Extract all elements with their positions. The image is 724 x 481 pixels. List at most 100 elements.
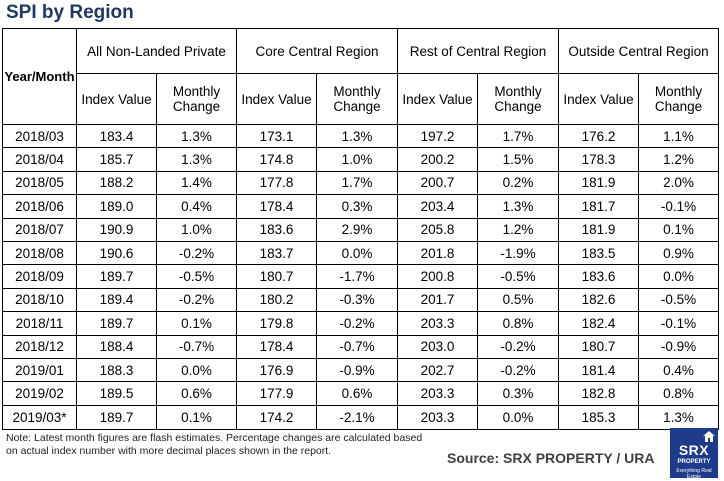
index-value-cell: 181.9 bbox=[558, 170, 640, 196]
monthly-change-cell: -0.5% bbox=[638, 287, 720, 313]
monthly-change-cell: 1.7% bbox=[476, 123, 560, 149]
region-header-outside-central: Outside Central Region bbox=[558, 28, 720, 74]
row-date-cell: 2018/10 bbox=[2, 287, 77, 313]
table-row: 2018/10 189.4 -0.2% 180.2 -0.3% 201.7 0.5% 182.… bbox=[2, 287, 720, 313]
monthly-change-cell: 1.3% bbox=[316, 123, 398, 149]
index-value-cell: 203.3 bbox=[397, 311, 478, 336]
monthly-change-cell: 0.0% bbox=[476, 404, 560, 430]
row-date-cell: 2019/01 bbox=[2, 357, 77, 383]
index-value-cell: 179.8 bbox=[236, 311, 317, 336]
monthly-change-cell: 1.2% bbox=[638, 147, 720, 172]
index-value-cell: 183.7 bbox=[236, 240, 317, 266]
monthly-change-cell: 0.3% bbox=[316, 194, 398, 219]
monthly-change-cell: 1.7% bbox=[316, 170, 398, 196]
index-value-cell: 185.7 bbox=[76, 147, 157, 172]
monthly-change-cell: 1.3% bbox=[156, 123, 237, 149]
table-body: 2018/03 183.4 1.3% 173.1 1.3% 197.2 1.7% 176.2 1… bbox=[2, 123, 720, 430]
source-credit: Source: SRX PROPERTY / URA bbox=[447, 450, 655, 466]
house-icon bbox=[703, 431, 715, 442]
row-date-cell: 2018/06 bbox=[2, 194, 77, 219]
monthly-change-header: Monthly Change bbox=[638, 73, 720, 125]
monthly-change-cell: 1.2% bbox=[476, 217, 560, 242]
index-value-cell: 183.6 bbox=[236, 217, 317, 242]
index-value-cell: 177.9 bbox=[236, 381, 317, 406]
index-value-cell: 185.3 bbox=[558, 404, 640, 430]
index-value-cell: 188.2 bbox=[76, 170, 157, 196]
index-value-cell: 201.7 bbox=[397, 287, 478, 313]
table-row: 2019/02 189.5 0.6% 177.9 0.6% 203.3 0.3% 182.8 0… bbox=[2, 381, 720, 406]
index-value-cell: 190.9 bbox=[76, 217, 157, 242]
region-header-core-central: Core Central Region bbox=[236, 28, 398, 74]
spi-table: Year/Month All Non-Landed Private Core C… bbox=[2, 28, 720, 430]
monthly-change-cell: 1.4% bbox=[156, 170, 237, 196]
index-value-cell: 178.3 bbox=[558, 147, 640, 172]
monthly-change-header: Monthly Change bbox=[316, 73, 398, 125]
index-value-cell: 189.7 bbox=[76, 311, 157, 336]
region-header-rest-of-central: Rest of Central Region bbox=[396, 28, 560, 74]
logo-brand: SRX bbox=[678, 442, 710, 458]
monthly-change-cell: 1.3% bbox=[476, 194, 560, 219]
index-value-cell: 181.7 bbox=[558, 194, 640, 219]
index-value-cell: 176.2 bbox=[558, 123, 640, 149]
monthly-change-cell: 0.3% bbox=[476, 381, 560, 406]
row-date-cell: 2019/02 bbox=[2, 381, 77, 406]
index-value-header: Index Value bbox=[76, 73, 157, 125]
table-row: 2018/04 185.7 1.3% 174.8 1.0% 200.2 1.5% 178.3 1… bbox=[2, 147, 720, 172]
table-row: 2018/11 189.7 0.1% 179.8 -0.2% 203.3 0.8% 182.4… bbox=[2, 311, 720, 336]
index-value-cell: 200.7 bbox=[397, 170, 478, 196]
logo-tagline: Everything Real Estate bbox=[676, 468, 712, 480]
monthly-change-cell: 0.0% bbox=[316, 240, 398, 266]
index-value-cell: 188.3 bbox=[76, 357, 157, 383]
row-date-cell: 2018/08 bbox=[2, 240, 77, 266]
table-row: 2018/09 189.7 -0.5% 180.7 -1.7% 200.8 -0.5% 183… bbox=[2, 264, 720, 289]
monthly-change-cell: 1.3% bbox=[156, 147, 237, 172]
monthly-change-cell: -0.9% bbox=[316, 357, 398, 383]
index-value-cell: 203.4 bbox=[397, 194, 478, 219]
monthly-change-cell: -0.1% bbox=[638, 311, 720, 336]
table-row: 2019/03* 189.7 0.1% 174.2 -2.1% 203.3 0.0% 185.… bbox=[2, 404, 720, 430]
monthly-change-cell: 0.4% bbox=[638, 357, 720, 383]
index-value-cell: 200.2 bbox=[397, 147, 478, 172]
monthly-change-cell: -1.9% bbox=[476, 240, 560, 266]
index-value-cell: 189.5 bbox=[76, 381, 157, 406]
index-value-cell: 181.4 bbox=[558, 357, 640, 383]
monthly-change-cell: 0.5% bbox=[476, 287, 560, 313]
index-value-cell: 202.7 bbox=[397, 357, 478, 383]
monthly-change-cell: 1.3% bbox=[638, 404, 720, 430]
row-date-cell: 2018/12 bbox=[2, 334, 77, 359]
monthly-change-cell: -0.1% bbox=[638, 194, 720, 219]
index-value-cell: 177.8 bbox=[236, 170, 317, 196]
index-value-cell: 173.1 bbox=[236, 123, 317, 149]
monthly-change-cell: 0.1% bbox=[638, 217, 720, 242]
monthly-change-cell: 1.0% bbox=[316, 147, 398, 172]
row-date-cell: 2018/11 bbox=[2, 311, 77, 336]
monthly-change-cell: -0.2% bbox=[156, 287, 237, 313]
index-value-cell: 182.8 bbox=[558, 381, 640, 406]
monthly-change-header: Monthly Change bbox=[156, 73, 237, 125]
monthly-change-cell: -0.2% bbox=[156, 240, 237, 266]
table-row: 2018/07 190.9 1.0% 183.6 2.9% 205.8 1.2% 181.9 0… bbox=[2, 217, 720, 242]
index-value-cell: 174.8 bbox=[236, 147, 317, 172]
monthly-change-cell: 1.5% bbox=[476, 147, 560, 172]
monthly-change-cell: -0.2% bbox=[476, 357, 560, 383]
monthly-change-cell: -2.1% bbox=[316, 404, 398, 430]
row-date-cell: 2018/03 bbox=[2, 123, 77, 149]
index-value-cell: 189.4 bbox=[76, 287, 157, 313]
table-row: 2018/06 189.0 0.4% 178.4 0.3% 203.4 1.3% 181.7-… bbox=[2, 194, 720, 219]
table-row: 2019/01 188.3 0.0% 176.9 -0.9% 202.7 -0.2% 181.… bbox=[2, 357, 720, 383]
index-value-cell: 183.5 bbox=[558, 240, 640, 266]
monthly-change-cell: 1.0% bbox=[156, 217, 237, 242]
row-date-cell: 2018/07 bbox=[2, 217, 77, 242]
row-date-cell: 2018/05 bbox=[2, 170, 77, 196]
monthly-change-cell: -0.2% bbox=[316, 311, 398, 336]
monthly-change-cell: -0.5% bbox=[156, 264, 237, 289]
monthly-change-cell: -1.7% bbox=[316, 264, 398, 289]
table-row: 2018/05 188.2 1.4% 177.8 1.7% 200.7 0.2% 181.9 2… bbox=[2, 170, 720, 196]
index-value-header: Index Value bbox=[236, 73, 317, 125]
index-value-cell: 181.9 bbox=[558, 217, 640, 242]
index-value-cell: 183.6 bbox=[558, 264, 640, 289]
row-date-cell: 2018/09 bbox=[2, 264, 77, 289]
index-value-cell: 201.8 bbox=[397, 240, 478, 266]
page-title: SPI by Region bbox=[6, 2, 134, 23]
index-value-cell: 174.2 bbox=[236, 404, 317, 430]
